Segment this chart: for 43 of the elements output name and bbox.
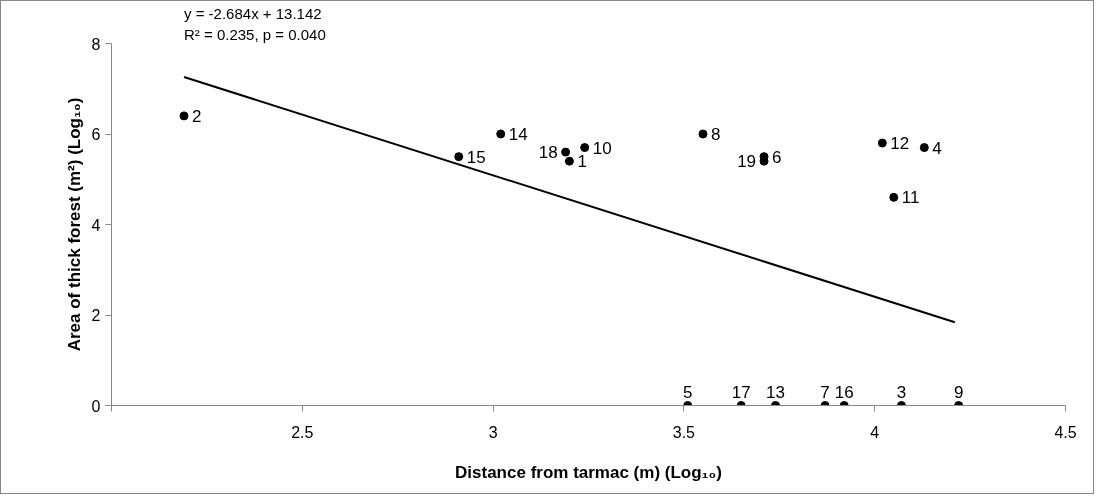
point	[877, 138, 887, 148]
annotation: 4	[932, 138, 942, 158]
point	[454, 152, 464, 162]
x-tick-label: 3	[488, 423, 498, 441]
point	[698, 129, 708, 139]
x-tick-label: 4	[870, 423, 880, 441]
annotation: 14	[508, 125, 528, 144]
annotation: 1	[577, 152, 587, 172]
point	[561, 147, 571, 157]
text: y = -2.684x + 13.142	[184, 4, 322, 22]
y-tick-label: 2	[91, 307, 101, 324]
y-tick-label: 8	[91, 35, 101, 53]
y-axis-title: Area of thick forest (m²) (Log₁₀)	[64, 97, 84, 352]
annotation: 19	[737, 152, 757, 172]
annotation: 2	[192, 106, 202, 126]
annotation: 13	[766, 382, 785, 402]
text: R² = 0.235, p = 0.040	[184, 25, 326, 43]
point	[496, 129, 506, 139]
y-tick-label: 4	[91, 216, 101, 234]
annotation: 9	[953, 382, 964, 402]
y-tick-label: 6	[91, 126, 101, 143]
annotation: 11	[901, 188, 920, 208]
annotation: 3	[896, 382, 907, 402]
y-tick-label: 0	[91, 397, 101, 415]
x-axis-title: Distance from tarmac (m) (Log₁₀)	[455, 462, 722, 482]
annotation: 10	[592, 138, 612, 158]
annotation: 5	[682, 382, 693, 402]
annotation: 16	[834, 382, 854, 402]
annotation: 12	[890, 134, 910, 154]
annotation: 8	[710, 125, 721, 144]
point	[179, 111, 189, 121]
annotation: 6	[772, 147, 782, 167]
annotation: 17	[731, 382, 751, 402]
x-tick-label: 4.5	[1054, 423, 1077, 441]
point	[564, 156, 574, 166]
annotation: 18	[538, 143, 558, 163]
annotation: 15	[466, 147, 486, 167]
x-tick-label: 3.5	[672, 423, 696, 441]
x-tick-label: 2.5	[291, 423, 314, 441]
annotation: 7	[820, 382, 830, 402]
point	[580, 143, 590, 153]
point	[889, 192, 899, 202]
point	[919, 143, 929, 153]
